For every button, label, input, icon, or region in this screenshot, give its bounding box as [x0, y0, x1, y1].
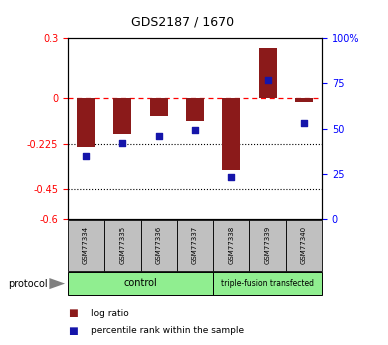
Text: control: control — [124, 278, 158, 288]
Text: ■: ■ — [68, 326, 78, 335]
Text: GSM77338: GSM77338 — [228, 226, 234, 264]
Bar — [213, 220, 249, 271]
Bar — [186, 98, 204, 121]
Point — [301, 120, 307, 126]
Bar — [77, 98, 95, 147]
Text: GSM77336: GSM77336 — [156, 226, 162, 264]
Bar — [150, 98, 168, 117]
Point — [119, 140, 125, 146]
Point — [192, 128, 198, 133]
Point — [265, 77, 271, 82]
Text: triple-fusion transfected: triple-fusion transfected — [221, 279, 314, 288]
Bar — [68, 272, 213, 295]
Bar — [213, 272, 322, 295]
Text: GSM77337: GSM77337 — [192, 226, 198, 264]
Text: log ratio: log ratio — [91, 309, 129, 318]
Bar — [222, 98, 240, 170]
Point — [156, 133, 162, 138]
Bar — [113, 98, 132, 134]
Text: GDS2187 / 1670: GDS2187 / 1670 — [131, 16, 234, 29]
Bar — [286, 220, 322, 271]
Bar — [295, 98, 313, 102]
Bar — [104, 220, 140, 271]
Bar — [177, 220, 213, 271]
Text: protocol: protocol — [8, 279, 47, 288]
Bar — [68, 220, 104, 271]
Text: GSM77340: GSM77340 — [301, 226, 307, 264]
Text: GSM77339: GSM77339 — [265, 226, 270, 264]
Text: ■: ■ — [68, 308, 78, 318]
Point — [228, 175, 234, 180]
Bar — [140, 220, 177, 271]
Text: GSM77335: GSM77335 — [120, 226, 125, 264]
Bar — [249, 220, 286, 271]
Polygon shape — [49, 278, 65, 289]
Text: GSM77334: GSM77334 — [83, 226, 89, 264]
Point — [83, 153, 89, 158]
Bar — [258, 48, 277, 98]
Text: percentile rank within the sample: percentile rank within the sample — [91, 326, 244, 335]
